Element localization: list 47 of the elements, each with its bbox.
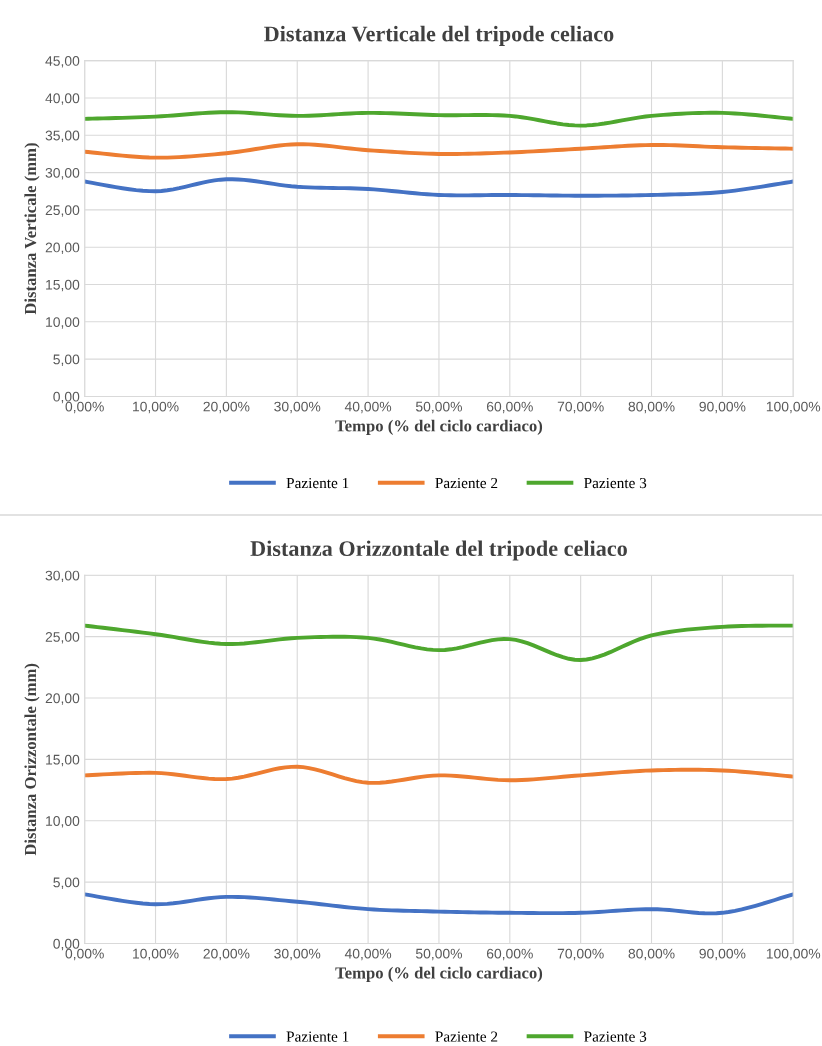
- x-axis-title: Tempo (% del ciclo cardiaco): [335, 419, 543, 435]
- y-tick-label: 35,00: [45, 130, 80, 143]
- x-axis-title: Tempo (% del ciclo cardiaco): [335, 966, 543, 982]
- x-tick-label: 80,00%: [628, 401, 675, 414]
- y-tick-label: 20,00: [45, 693, 80, 705]
- x-tick-label: 70,00%: [557, 948, 604, 961]
- x-tick-label: 20,00%: [203, 401, 250, 414]
- y-tick-label: 30,00: [45, 570, 80, 583]
- x-tick-label: 50,00%: [415, 948, 463, 961]
- x-tick-label: 20,00%: [203, 948, 250, 961]
- y-tick-label: 10,00: [46, 317, 80, 329]
- x-tick-label: 60,00%: [486, 948, 533, 961]
- x-tick-label: 100,00%: [766, 948, 821, 961]
- y-tick-label: 45,00: [45, 56, 80, 68]
- x-tick-label: 50,00%: [415, 401, 463, 414]
- x-tick-label: 30,00%: [274, 948, 321, 961]
- y-axis-title: Distanza Verticale (mm): [24, 143, 40, 315]
- y-tick-label: 20,00: [45, 242, 80, 255]
- x-tick-label: 10,00%: [133, 401, 179, 414]
- x-tick-label: 80,00%: [628, 948, 675, 961]
- y-tick-label: 25,00: [45, 205, 80, 217]
- x-tick-label: 40,00%: [344, 401, 392, 414]
- y-tick-label: 5,00: [53, 354, 80, 366]
- legend-label: Paziente 3: [584, 477, 647, 489]
- y-tick-label: 40,00: [45, 93, 80, 105]
- legend-label: Paziente 2: [435, 1031, 498, 1042]
- x-tick-label: 60,00%: [486, 401, 533, 414]
- chart-title: Distanza Verticale del tripode celiaco: [264, 25, 614, 46]
- y-tick-label: 25,00: [45, 632, 80, 644]
- y-tick-label: 15,00: [46, 279, 80, 292]
- legend-label: Paziente 3: [584, 1031, 647, 1042]
- chart-title: Distanza Orizzontale del tripode celiaco: [250, 540, 627, 561]
- y-tick-label: 30,00: [45, 167, 80, 180]
- x-tick-label: 70,00%: [557, 401, 604, 414]
- y-tick-label: 5,00: [53, 877, 80, 889]
- legend-label: Paziente 2: [435, 477, 498, 489]
- legend-label: Paziente 1: [286, 1031, 349, 1042]
- x-tick-label: 100,00%: [766, 401, 821, 414]
- y-axis-title: Distanza Orizzontale (mm): [24, 663, 40, 856]
- x-tick-label: 90,00%: [699, 401, 746, 414]
- x-tick-label: 10,00%: [133, 948, 179, 961]
- legend-label: Paziente 1: [286, 477, 349, 489]
- y-tick-label: 10,00: [46, 816, 80, 828]
- x-tick-label: 40,00%: [344, 948, 392, 961]
- y-tick-label: 15,00: [46, 754, 80, 767]
- x-tick-label: 90,00%: [699, 948, 746, 961]
- x-tick-label: 30,00%: [274, 401, 321, 414]
